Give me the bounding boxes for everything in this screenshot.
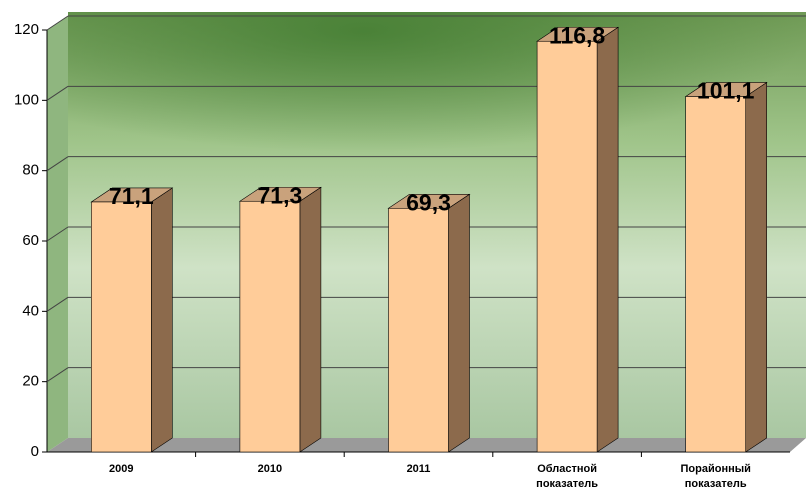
y-tick-label: 20 [22, 373, 39, 390]
chart: 0 20 40 60 80 100 120 2009 71,1 2010 71,3 2011 69,3 О… [0, 0, 806, 492]
y-tick-label: 60 [22, 232, 39, 249]
bar [240, 201, 300, 452]
y-tick-label: 100 [14, 91, 39, 108]
bar-side [746, 82, 767, 452]
bar [686, 96, 746, 452]
y-tick-label: 0 [31, 443, 39, 460]
bar [537, 41, 597, 452]
x-tick-label: 2010 [258, 463, 282, 475]
y-tick-label: 40 [22, 302, 39, 319]
x-tick-label: 2009 [109, 463, 133, 475]
bar-side [151, 188, 172, 452]
bar-side [449, 194, 470, 452]
value-label: 69,3 [406, 189, 451, 215]
y-tick-label: 80 [22, 162, 39, 179]
value-label: 71,1 [109, 183, 154, 209]
y-tick-label: 120 [14, 21, 39, 38]
bar [91, 202, 151, 452]
value-label: 116,8 [549, 22, 605, 48]
bar-side [300, 187, 321, 452]
value-label: 101,1 [697, 78, 755, 104]
bar-side [597, 27, 618, 452]
x-tick-label: 2011 [407, 463, 431, 475]
bar [389, 208, 449, 452]
value-label: 71,3 [258, 182, 303, 208]
